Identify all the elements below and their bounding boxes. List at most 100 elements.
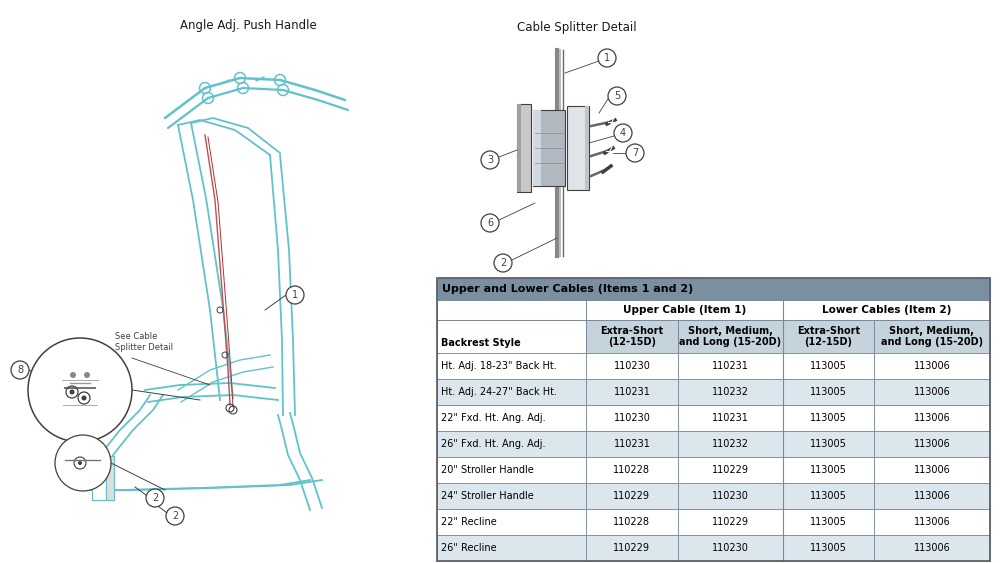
Text: 113005: 113005 — [810, 491, 847, 501]
Text: 1: 1 — [292, 290, 298, 300]
Circle shape — [481, 151, 499, 169]
Text: Upper and Lower Cables (Items 1 and 2): Upper and Lower Cables (Items 1 and 2) — [442, 284, 693, 294]
Text: 110230: 110230 — [613, 361, 650, 371]
Circle shape — [598, 49, 616, 67]
Circle shape — [11, 361, 29, 379]
Bar — [678, 405, 783, 431]
Text: Upper Cable (Item 1): Upper Cable (Item 1) — [623, 305, 746, 315]
Bar — [585, 106, 589, 190]
Text: 8: 8 — [17, 365, 23, 375]
Bar — [586, 431, 678, 457]
Circle shape — [146, 489, 164, 507]
Text: 113006: 113006 — [914, 465, 950, 475]
Bar — [678, 320, 783, 353]
Bar — [783, 483, 874, 509]
Text: 110232: 110232 — [712, 439, 749, 449]
Text: 110231: 110231 — [712, 413, 749, 423]
Text: 3: 3 — [487, 155, 493, 165]
Text: Cable Splitter Detail: Cable Splitter Detail — [517, 21, 637, 34]
Text: 113006: 113006 — [914, 491, 950, 501]
Text: 113006: 113006 — [914, 543, 950, 553]
Bar — [678, 379, 783, 405]
Bar — [437, 535, 586, 561]
Bar — [437, 320, 586, 353]
Bar — [783, 300, 990, 320]
Text: 113005: 113005 — [810, 387, 847, 397]
Bar — [437, 509, 586, 535]
Circle shape — [70, 372, 76, 378]
Bar — [874, 353, 990, 379]
Bar — [437, 457, 586, 483]
Bar — [437, 278, 990, 300]
Text: 110230: 110230 — [613, 413, 650, 423]
Text: 24" Stroller Handle: 24" Stroller Handle — [441, 491, 534, 501]
Text: 113005: 113005 — [810, 439, 847, 449]
Text: 110228: 110228 — [613, 517, 650, 527]
Text: 110229: 110229 — [613, 543, 650, 553]
Bar — [586, 300, 678, 320]
Text: 110231: 110231 — [613, 387, 650, 397]
Text: 110232: 110232 — [712, 387, 749, 397]
Text: 110230: 110230 — [712, 543, 749, 553]
Circle shape — [614, 124, 632, 142]
Text: 113005: 113005 — [810, 517, 847, 527]
Bar — [533, 110, 565, 186]
Text: See Cable
Splitter Detail: See Cable Splitter Detail — [115, 332, 173, 352]
Bar — [586, 353, 678, 379]
Text: 22" Fxd. Ht. Ang. Adj.: 22" Fxd. Ht. Ang. Adj. — [441, 413, 546, 423]
Bar — [586, 535, 678, 561]
Bar — [533, 110, 541, 186]
Bar — [783, 379, 874, 405]
Circle shape — [286, 286, 304, 304]
Text: Extra-Short
(12-15D): Extra-Short (12-15D) — [600, 326, 663, 347]
Text: 110230: 110230 — [712, 491, 749, 501]
Text: 110231: 110231 — [613, 439, 650, 449]
Text: 2: 2 — [172, 511, 178, 521]
Circle shape — [166, 507, 184, 525]
Bar — [874, 379, 990, 405]
Bar — [783, 300, 874, 320]
Bar — [678, 535, 783, 561]
Bar — [567, 106, 589, 190]
Bar — [678, 300, 783, 320]
Text: 110229: 110229 — [613, 491, 650, 501]
Bar — [874, 535, 990, 561]
Bar — [678, 353, 783, 379]
Text: 113006: 113006 — [914, 413, 950, 423]
Text: 6: 6 — [487, 218, 493, 228]
Bar — [437, 431, 586, 457]
Bar — [586, 320, 678, 353]
Text: 110231: 110231 — [712, 361, 749, 371]
Text: 5: 5 — [614, 91, 620, 101]
Bar — [437, 405, 586, 431]
Bar — [678, 431, 783, 457]
Bar — [874, 457, 990, 483]
Text: 1: 1 — [604, 53, 610, 63]
Bar — [437, 300, 586, 320]
Text: 110229: 110229 — [712, 465, 749, 475]
Text: Backrest Style: Backrest Style — [441, 338, 521, 348]
Bar — [586, 405, 678, 431]
Bar — [437, 278, 990, 561]
Text: 113005: 113005 — [810, 361, 847, 371]
Circle shape — [28, 338, 132, 442]
Text: 113006: 113006 — [914, 387, 950, 397]
Bar — [586, 379, 678, 405]
Text: 2: 2 — [152, 493, 158, 503]
Text: 113005: 113005 — [810, 465, 847, 475]
Circle shape — [82, 395, 87, 400]
Bar — [678, 457, 783, 483]
Text: Short, Medium,
and Long (15-20D): Short, Medium, and Long (15-20D) — [881, 326, 983, 347]
Bar — [678, 483, 783, 509]
Text: 110229: 110229 — [712, 517, 749, 527]
Bar — [106, 456, 114, 500]
Text: 4: 4 — [620, 128, 626, 138]
Bar — [783, 405, 874, 431]
Circle shape — [494, 254, 512, 272]
Text: 113006: 113006 — [914, 439, 950, 449]
Bar — [678, 509, 783, 535]
Text: 26" Fxd. Ht. Ang. Adj.: 26" Fxd. Ht. Ang. Adj. — [441, 439, 546, 449]
Text: Extra-Short
(12-15D): Extra-Short (12-15D) — [797, 326, 860, 347]
Bar — [437, 353, 586, 379]
Text: 113006: 113006 — [914, 361, 950, 371]
